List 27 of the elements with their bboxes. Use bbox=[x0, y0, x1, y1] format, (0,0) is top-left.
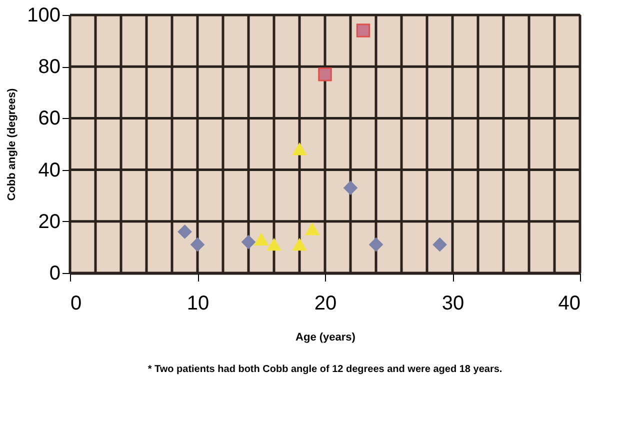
y-tick-label: 100 bbox=[27, 4, 60, 26]
x-tick-label: 30 bbox=[442, 292, 464, 314]
y-tick-label: 0 bbox=[49, 262, 60, 284]
point bbox=[254, 233, 268, 246]
x-tick-label: 20 bbox=[314, 292, 337, 314]
point bbox=[369, 238, 383, 252]
x-tick-label: 10 bbox=[186, 292, 210, 314]
x-tick-label: 0 bbox=[70, 292, 82, 314]
y-axis-title: Cobb angle (degrees) bbox=[6, 88, 18, 201]
point bbox=[305, 223, 320, 236]
point bbox=[318, 67, 332, 82]
point bbox=[292, 238, 306, 251]
point bbox=[178, 224, 192, 239]
point bbox=[190, 238, 204, 252]
point bbox=[344, 180, 358, 195]
y-tick-label: 40 bbox=[38, 159, 60, 182]
point bbox=[432, 238, 447, 252]
x-axis-title: Age (years) bbox=[296, 332, 356, 344]
point bbox=[292, 143, 306, 156]
y-tick-label: 80 bbox=[38, 56, 60, 78]
text: * Two patients had both Cobb angle of 12 degrees and were aged 18 years. bbox=[148, 364, 502, 375]
point bbox=[356, 24, 370, 38]
point bbox=[267, 238, 281, 251]
x-tick-label: 40 bbox=[558, 292, 580, 314]
y-tick-label: 60 bbox=[38, 108, 60, 130]
point bbox=[242, 235, 256, 249]
y-tick-label: 20 bbox=[38, 210, 60, 233]
